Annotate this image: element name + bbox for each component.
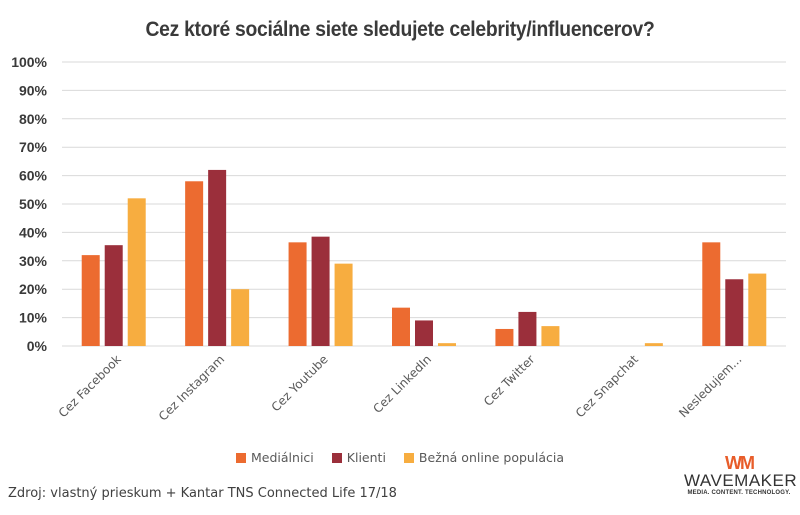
bar-medi-lnici [702, 242, 721, 346]
y-tick-label: 10% [19, 310, 48, 326]
y-tick-label: 60% [19, 168, 48, 184]
legend-item-bezna-populacia: Bežná online populácia [403, 450, 564, 465]
y-tick-label: 30% [19, 253, 48, 269]
y-tick-label: 40% [19, 224, 48, 240]
x-tick-label: Cez Snapchat [573, 352, 641, 420]
bar-chart: 0% 10% 20% 30% 40% 50% 60% 70% 80% 90% 100% Cez Fa… [11, 54, 786, 424]
logo-mark-icon: WM [725, 453, 755, 473]
legend-item-medialnici: Mediálnici [236, 450, 314, 465]
bar-medi-lnici [81, 255, 100, 346]
bar-medi-lnici [392, 307, 410, 346]
y-tick-label: 50% [19, 196, 48, 212]
chart-title: Cez ktoré sociálne siete sledujete celeb… [145, 18, 655, 41]
x-tick-label: Cez Facebook [56, 352, 124, 420]
y-tick-label: 70% [19, 139, 48, 155]
legend-swatch [236, 452, 247, 463]
y-tick-label: 20% [19, 281, 48, 297]
logo-name: WAVEMAKER [684, 471, 798, 490]
source-note: Zdroj: vlastný prieskum + Kantar TNS Con… [8, 486, 397, 501]
y-tick-label: 90% [19, 82, 48, 98]
bars [81, 169, 767, 346]
bar-be-n-online-popul-cia [438, 343, 456, 346]
bar-klienti [311, 236, 330, 346]
x-tick-label: Cez Instagram [156, 352, 227, 423]
legend-swatch [403, 452, 414, 463]
bar-be-n-online-popul-cia [334, 263, 353, 346]
wavemaker-logo: WM WAVEMAKER MEDIA. CONTENT. TECHNOLOGY. [684, 453, 798, 496]
bar-be-n-online-popul-cia [127, 198, 146, 346]
bar-klienti [104, 245, 123, 346]
bar-klienti [725, 279, 744, 346]
x-tick-label: Cez LinkedIn [370, 352, 434, 416]
bar-medi-lnici [495, 328, 514, 346]
y-tick-label: 80% [19, 111, 48, 127]
bar-medi-lnici [185, 181, 204, 346]
legend: Mediálnici Klienti Bežná online populáci… [0, 450, 800, 465]
bar-be-n-online-popul-cia [231, 289, 250, 346]
bar-be-n-online-popul-cia [748, 273, 767, 346]
y-axis: 0% 10% 20% 30% 40% 50% 60% 70% 80% 90% 100% [11, 54, 47, 354]
x-tick-label: Cez Twitter [481, 352, 538, 409]
y-tick-label: 100% [11, 54, 47, 70]
logo-tagline: MEDIA. CONTENT. TECHNOLOGY. [687, 490, 791, 496]
legend-label: Klienti [346, 450, 386, 465]
x-axis: Cez Facebook Cez Instagram Cez Youtube Cez … [56, 352, 745, 424]
legend-label: Mediálnici [251, 450, 314, 465]
gridlines [62, 61, 786, 347]
y-tick-label: 0% [27, 338, 48, 354]
x-tick-label: Cez Youtube [269, 352, 331, 414]
x-tick-label: Nesledujem... [676, 352, 744, 420]
bar-be-n-online-popul-cia [541, 326, 560, 346]
bar-be-n-online-popul-cia [644, 343, 663, 346]
legend-item-klienti: Klienti [331, 450, 386, 465]
bar-klienti [518, 311, 537, 346]
legend-swatch [331, 452, 342, 463]
bar-klienti [415, 320, 433, 346]
bar-klienti [208, 169, 227, 346]
bar-medi-lnici [288, 242, 307, 346]
legend-label: Bežná online populácia [418, 450, 564, 465]
